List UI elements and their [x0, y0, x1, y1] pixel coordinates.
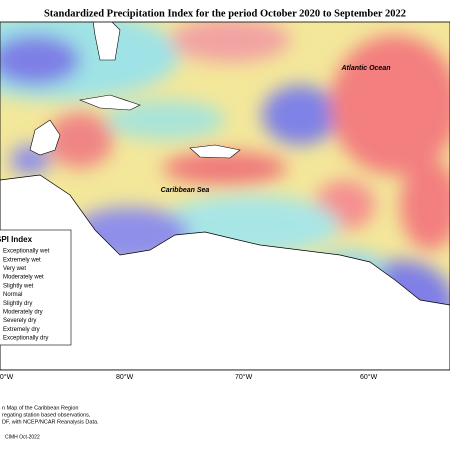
- ocean-label: Atlantic Ocean: [340, 65, 390, 72]
- credit: CIMH Oct-2022: [5, 434, 40, 440]
- legend-item: Moderately wet: [3, 275, 44, 281]
- longitude-label: 60°W: [360, 373, 378, 381]
- legend-item: Slightly dry: [3, 301, 32, 307]
- legend-item: Very wet: [3, 266, 26, 272]
- legend-item: Severely dry: [3, 318, 36, 324]
- longitude-label: 90°W: [0, 373, 14, 381]
- longitude-labels: 90°W 80°W 70°W 60°W: [0, 373, 378, 381]
- footer-line: regating station based observations,: [2, 412, 91, 418]
- longitude-label: 70°W: [235, 373, 253, 381]
- legend-item: Extremely wet: [3, 257, 41, 263]
- spi-field: [0, 22, 450, 370]
- legend-item: Normal: [3, 292, 22, 298]
- legend-item: Exceptionally wet: [3, 249, 50, 255]
- sea-label: Caribbean Sea: [161, 187, 210, 194]
- legend-item: Exceptionally dry: [3, 336, 48, 342]
- legend-title: SPI Index: [0, 235, 33, 244]
- legend-item: Moderately dry: [3, 309, 43, 315]
- legend-item: Extremely dry: [3, 327, 40, 333]
- legend-box: [0, 229, 72, 346]
- footer-line: DF, with NCEP/NCAR Reanalysis Data.: [2, 419, 99, 425]
- footer-line: n Map of the Caribbean Region: [2, 405, 78, 411]
- legend-item: Slightly wet: [3, 283, 34, 289]
- map-title: Standardized Precipitation Index for the…: [44, 8, 406, 19]
- longitude-label: 80°W: [116, 373, 134, 381]
- legend: Exceptionally wet Extremely wet Very wet Mo…: [3, 249, 50, 342]
